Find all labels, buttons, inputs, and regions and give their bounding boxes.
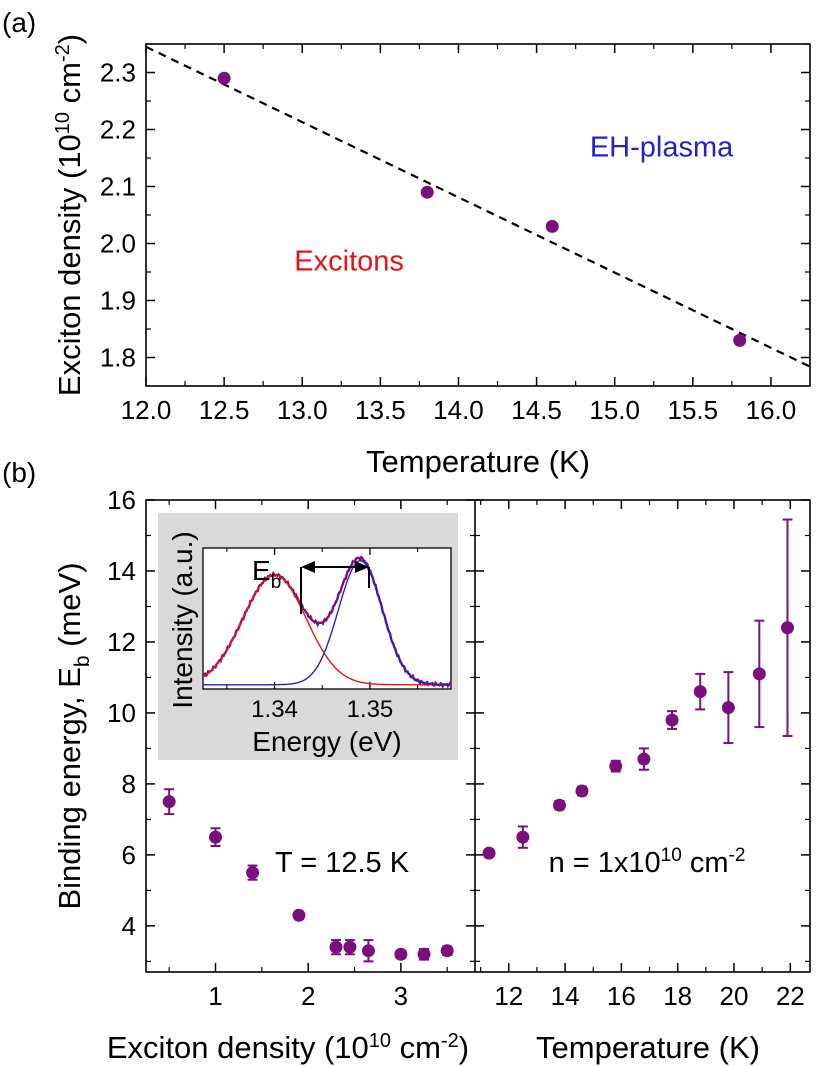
annotation-eh-plasma: EH-plasma xyxy=(590,132,734,164)
panel-b-left-ytick-label: 16 xyxy=(107,485,136,515)
panel-a-xtick-label: 14.0 xyxy=(433,395,484,425)
data-point xyxy=(420,185,434,199)
data-point xyxy=(609,759,623,773)
binding-energy-arrow xyxy=(300,561,370,614)
inset-xtick-label: 1.34 xyxy=(251,696,298,723)
panel-b-left-ytick-label: 4 xyxy=(122,911,136,941)
inset-ylabel: Intensity (a.u.) xyxy=(167,531,198,708)
data-point xyxy=(361,944,375,958)
data-point xyxy=(721,701,735,715)
panel-b-left-xlabel: Exciton density (1010 cm-2) xyxy=(107,1030,469,1065)
inset-blue-fit xyxy=(203,559,451,686)
inset-xtick-label: 1.35 xyxy=(347,696,394,723)
panel-b-left-ytick-label: 8 xyxy=(122,769,136,799)
panel-b-right-xtick-label: 12 xyxy=(494,981,523,1011)
data-point xyxy=(665,713,679,727)
panel-a-ytick-label: 1.8 xyxy=(100,343,136,373)
panel-b-ylabel: Binding energy, Eb (meV) xyxy=(52,562,94,909)
data-point xyxy=(394,947,408,961)
panel-b-left-ytick-label: 14 xyxy=(107,556,136,586)
panel-a-xlabel: Temperature (K) xyxy=(366,444,590,479)
inset-eb-label: Eb xyxy=(252,555,281,593)
panel-a-xtick-label: 12.5 xyxy=(199,395,250,425)
annotation-excitons: Excitons xyxy=(294,246,404,278)
data-point xyxy=(545,219,559,233)
panel-b-right-xtick-label: 20 xyxy=(720,981,749,1011)
data-point xyxy=(637,752,651,766)
data-point xyxy=(693,685,707,699)
panel-a-xtick-label: 14.5 xyxy=(511,395,562,425)
panel-label-a: (a) xyxy=(2,7,36,38)
data-point xyxy=(516,830,530,844)
inset-red-fit xyxy=(202,574,451,686)
data-point xyxy=(209,830,223,844)
data-point xyxy=(343,940,357,954)
data-point xyxy=(552,798,566,812)
fit-line xyxy=(145,45,811,368)
panel-a-chart: 12.0 12.5 13.0 13.5 14.0 14.5 15.0 15.5 16.0 1.8 1… xyxy=(52,34,811,479)
data-point xyxy=(292,908,306,922)
inset-chart: 1.34 1.35 Eb Energy (eV) Intensity (a.u.) xyxy=(167,531,453,757)
data-point xyxy=(752,667,766,681)
panel-label-b: (b) xyxy=(2,457,36,488)
panel-b-left-ytick-label: 10 xyxy=(107,698,136,728)
panel-a-ytick-label: 2.2 xyxy=(100,115,136,145)
data-point xyxy=(780,621,794,635)
panel-b-right-xlabel: Temperature (K) xyxy=(536,1030,760,1065)
data-point xyxy=(440,944,454,958)
data-point xyxy=(482,846,496,860)
panel-a-ytick-label: 2.3 xyxy=(100,58,136,88)
data-point xyxy=(733,333,747,347)
panel-a-xtick-label: 12.0 xyxy=(121,395,172,425)
panel-b-left-xtick-label: 1 xyxy=(208,981,222,1011)
annotation-temperature: T = 12.5 K xyxy=(275,847,410,879)
panel-a-ytick-label: 2.1 xyxy=(100,172,136,202)
panel-b-chart: 1.34 1.35 Eb Energy (eV) Intensity (a.u.)… xyxy=(52,485,811,1065)
panel-a-xtick-label: 15.5 xyxy=(668,395,719,425)
panel-a-ytick-label: 1.9 xyxy=(100,286,136,316)
panel-a-ylabel: Exciton density (1010 cm-2) xyxy=(52,34,87,396)
panel-b-right-xtick-label: 18 xyxy=(663,981,692,1011)
data-point xyxy=(246,866,260,880)
data-point xyxy=(329,940,343,954)
inset-xlabel: Energy (eV) xyxy=(252,726,401,757)
annotation-density: n = 1x1010 cm-2 xyxy=(549,845,746,879)
panel-b-left-ytick-label: 6 xyxy=(122,840,136,870)
panel-b-left-xtick-label: 3 xyxy=(394,981,408,1011)
panel-a-xtick-label: 13.5 xyxy=(355,395,406,425)
data-point xyxy=(162,795,176,809)
data-point xyxy=(575,784,589,798)
panel-a-ytick-label: 2.0 xyxy=(100,229,136,259)
panel-a-frame xyxy=(145,43,811,387)
panel-a-xtick-label: 13.0 xyxy=(277,395,328,425)
panel-a-xtick-label: 15.0 xyxy=(589,395,640,425)
panel-b-right-xtick-label: 16 xyxy=(607,981,636,1011)
panel-b-right-xtick-label: 22 xyxy=(776,981,805,1011)
panel-a-xtick-label: 16.0 xyxy=(746,395,797,425)
panel-b-right-xtick-label: 14 xyxy=(551,981,580,1011)
data-point xyxy=(417,947,431,961)
panel-b-left-ytick-label: 12 xyxy=(107,627,136,657)
data-point xyxy=(217,71,231,85)
panel-b-left-xtick-label: 2 xyxy=(301,981,315,1011)
